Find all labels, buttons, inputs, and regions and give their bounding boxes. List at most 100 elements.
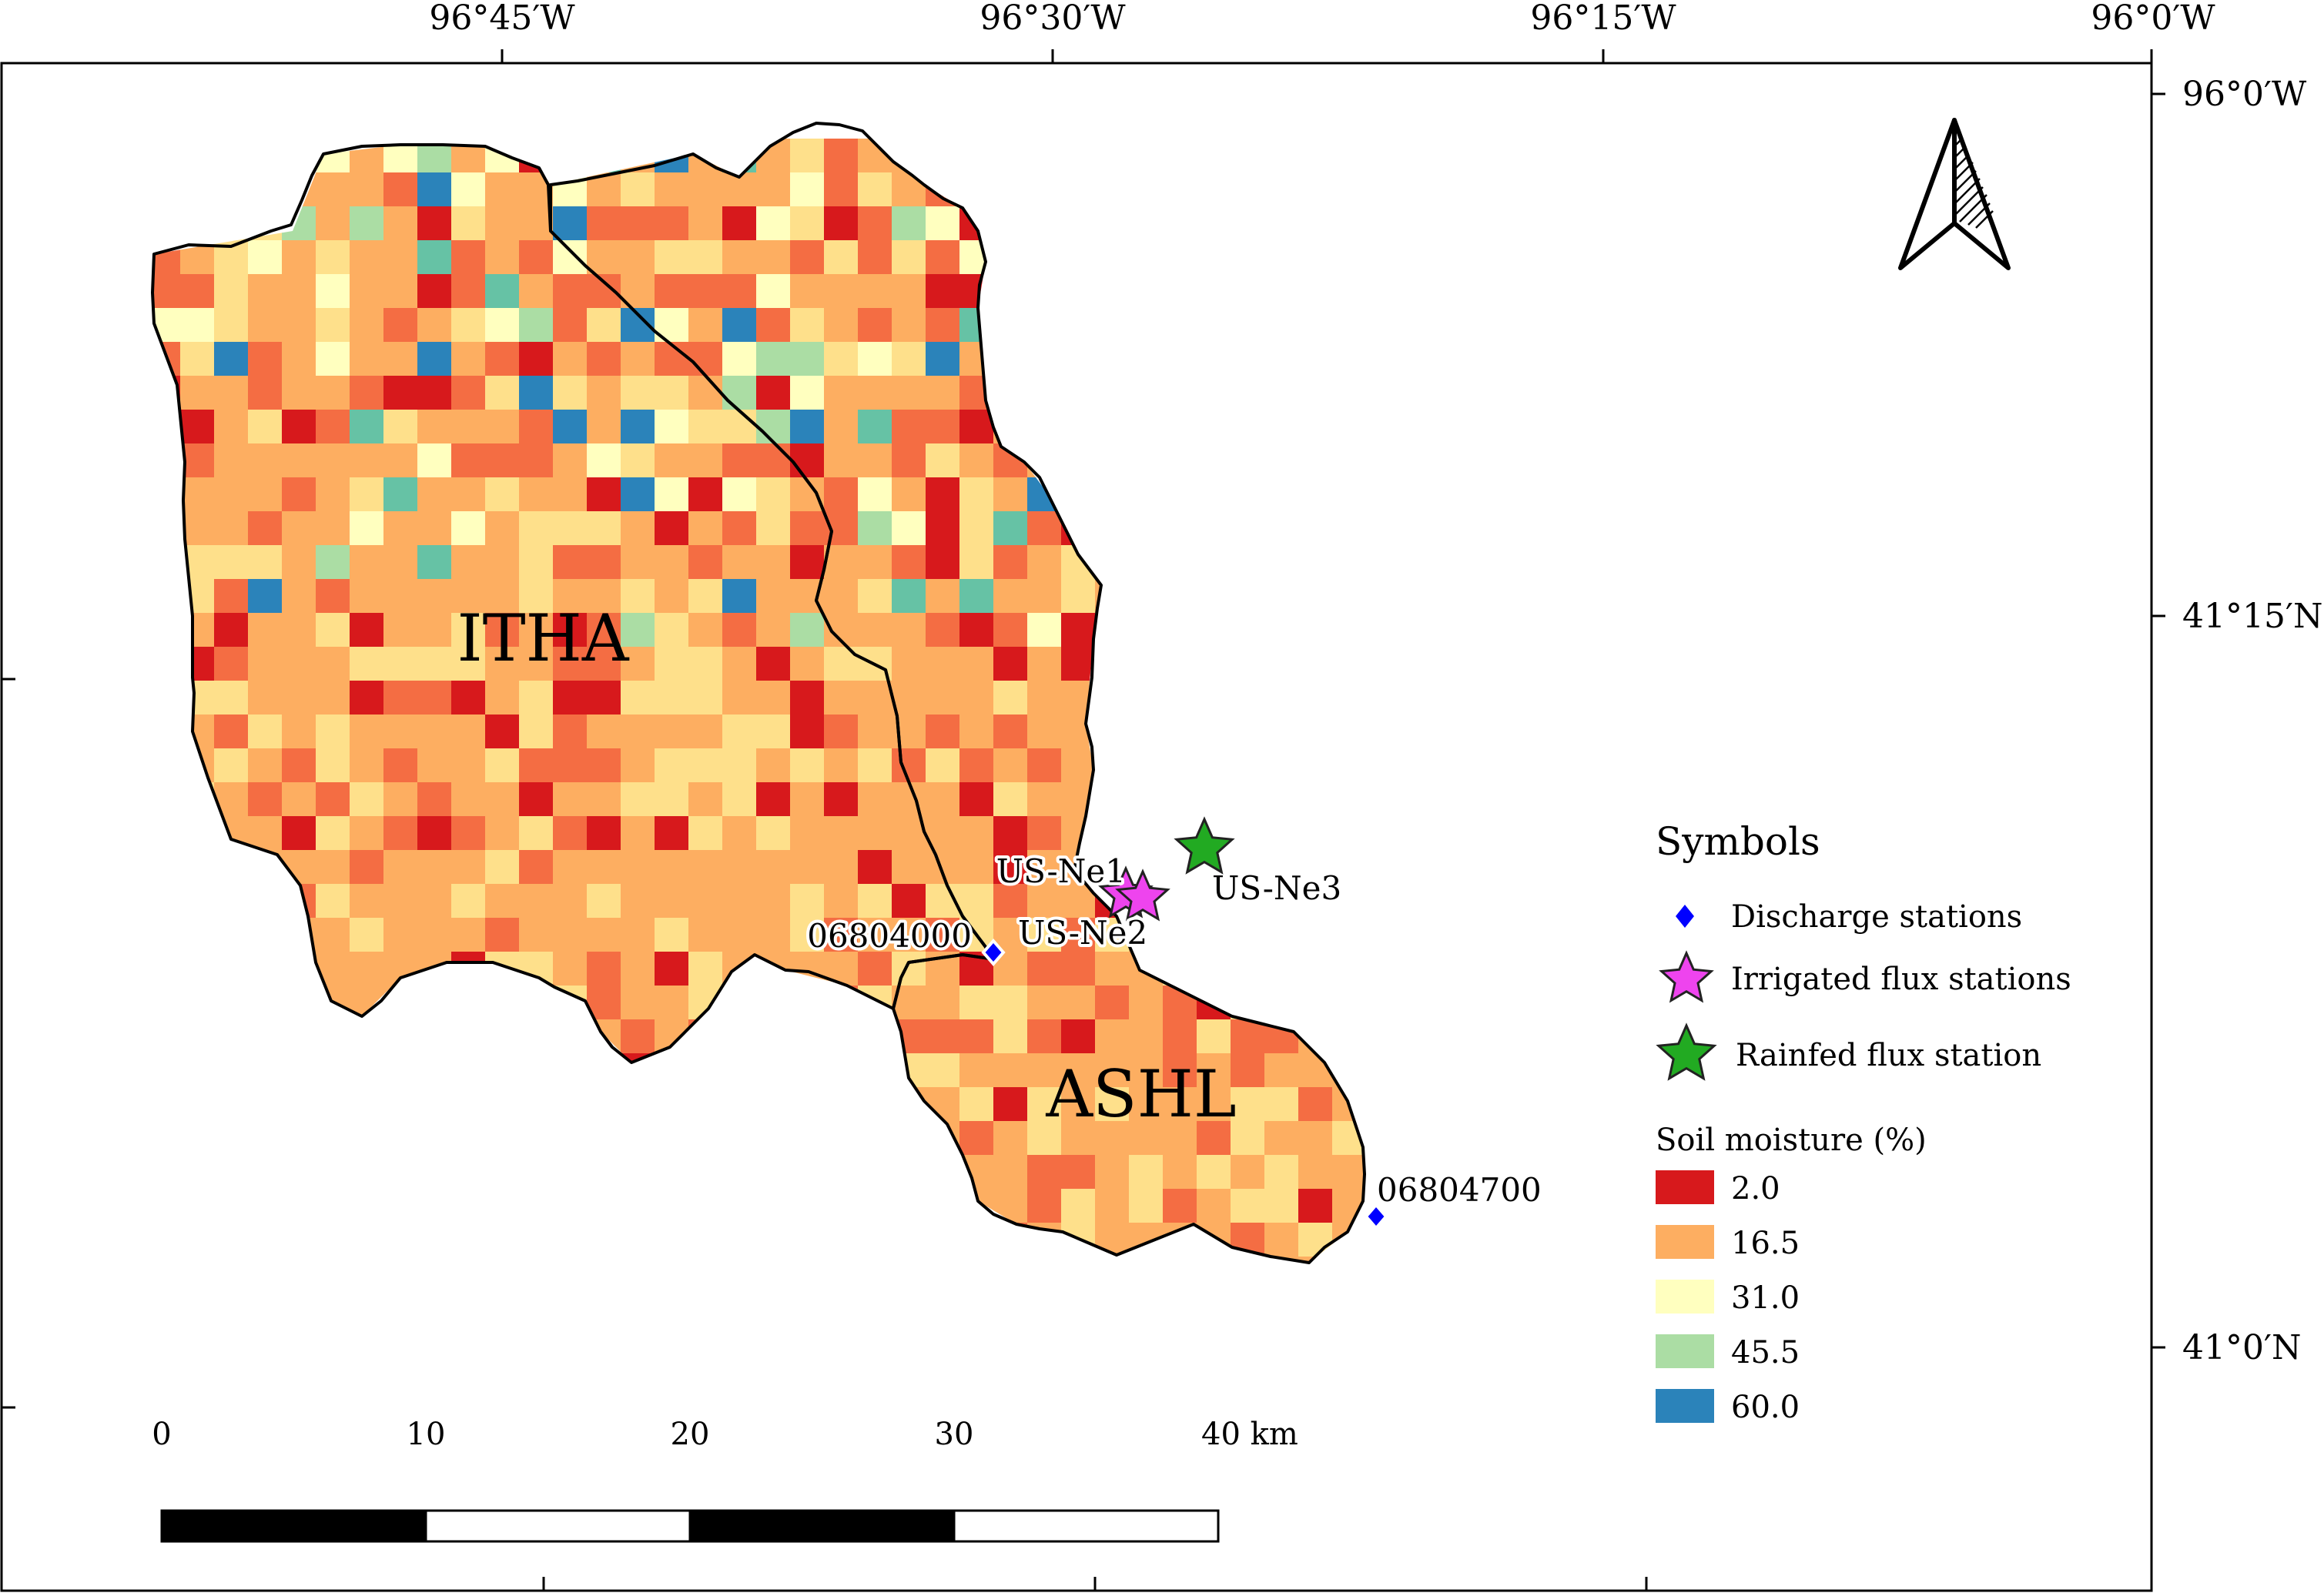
- scale-bar: 0 10 20 30 40 km: [152, 1417, 1298, 1543]
- scale-bar-segment: [424, 1509, 692, 1543]
- grid-cell: [316, 647, 350, 681]
- grid-cell: [417, 511, 452, 546]
- grid-cell: [722, 308, 757, 343]
- grid-cell: [621, 816, 655, 851]
- grid-cell: [959, 1019, 994, 1054]
- grid-cell: [722, 884, 757, 919]
- discharge-station-marker[interactable]: [1364, 1202, 1388, 1231]
- grid-cell: [926, 376, 960, 410]
- grid-cell: [959, 613, 994, 648]
- grid-cell: [1163, 1155, 1197, 1190]
- grid-cell: [824, 139, 859, 173]
- grid-cell: [1027, 884, 1062, 919]
- grid-cell: [1027, 816, 1062, 851]
- grid-cell: [1264, 1087, 1299, 1122]
- discharge-station-marker[interactable]: [981, 938, 1006, 967]
- grid-cell: [383, 681, 418, 715]
- grid-cell: [451, 477, 486, 512]
- grid-cell: [892, 681, 926, 715]
- grid-cell: [316, 782, 350, 817]
- grid-cell: [722, 816, 757, 851]
- legend-class-label: 45.5: [1731, 1335, 1800, 1370]
- grid-cell: [1163, 1019, 1197, 1054]
- frame-ticks: [2, 49, 2165, 1591]
- grid-cell: [926, 443, 960, 478]
- grid-cell: [959, 647, 994, 681]
- grid-cell: [383, 240, 418, 275]
- scale-bar-label: 40 km: [1201, 1417, 1298, 1452]
- grid-cell: [926, 240, 960, 275]
- grid-cell: [451, 443, 486, 478]
- grid-cell: [485, 816, 520, 851]
- grid-cell: [383, 477, 418, 512]
- grid-cell: [824, 206, 859, 241]
- grid-cell: [214, 376, 249, 410]
- grid-cell: [790, 274, 825, 309]
- grid-cell: [383, 308, 418, 343]
- grid-cell: [688, 918, 723, 952]
- grid-cell: [587, 443, 621, 478]
- grid-cell: [1129, 1189, 1164, 1223]
- grid-cell: [926, 308, 960, 343]
- grid-cell: [621, 1019, 655, 1054]
- grid-cell: [892, 850, 926, 885]
- grid-cell: [519, 376, 554, 410]
- grid-cell: [790, 139, 825, 173]
- grid-cell: [417, 579, 452, 614]
- grid-cell: [417, 918, 452, 952]
- grid-cell: [655, 545, 689, 580]
- grid-cell: [993, 613, 1028, 648]
- grid-cell: [790, 647, 825, 681]
- grid-cell: [1027, 1019, 1062, 1054]
- grid-cell: [519, 274, 554, 309]
- grid-cell: [790, 342, 825, 376]
- grid-cell: [688, 545, 723, 580]
- grid-cell: [282, 613, 316, 648]
- grid-cell: [790, 748, 825, 783]
- grid-cell: [655, 443, 689, 478]
- grid-cell: [1095, 986, 1130, 1020]
- grid-cell: [655, 986, 689, 1020]
- grid-cell: [858, 443, 892, 478]
- grid-cell: [350, 342, 384, 376]
- grid-cell: [485, 681, 520, 715]
- grid-cell: [417, 274, 452, 309]
- grid-cell: [926, 986, 960, 1020]
- grid-cell: [383, 579, 418, 614]
- grid-cell: [248, 681, 283, 715]
- grid-cell: [790, 410, 825, 444]
- grid-cell: [587, 376, 621, 410]
- grid-cell: [587, 342, 621, 376]
- irrigated-flux-station-marker[interactable]: [1115, 868, 1170, 922]
- grid-cell: [959, 443, 994, 478]
- grid-cell: [350, 884, 384, 919]
- grid-cell: [858, 816, 892, 851]
- grid-cell: [892, 308, 926, 343]
- grid-cell: [282, 816, 316, 851]
- irrigated-flux-station-label: US-Ne1: [996, 852, 1126, 890]
- grid-cell: [858, 884, 892, 919]
- grid-cell: [621, 681, 655, 715]
- grid-cell: [180, 477, 215, 512]
- grid-cell: [417, 410, 452, 444]
- grid-cell: [926, 274, 960, 309]
- grid-cell: [959, 511, 994, 546]
- grid-cell: [553, 782, 588, 817]
- grid-cell: [383, 748, 418, 783]
- grid-cell: [1129, 1053, 1164, 1088]
- grid-cell: [892, 240, 926, 275]
- grid-cell: [553, 816, 588, 851]
- rainfed-flux-station-marker[interactable]: [1174, 816, 1235, 875]
- grid-cell: [417, 376, 452, 410]
- grid-cell: [756, 816, 791, 851]
- grid-cell: [553, 308, 588, 343]
- grid-cell: [993, 681, 1028, 715]
- grid-cell: [282, 681, 316, 715]
- grid-cell: [350, 952, 384, 986]
- grid-cell: [451, 850, 486, 885]
- grid-cell: [1095, 1121, 1130, 1156]
- grid-cell: [1027, 681, 1062, 715]
- grid-cell: [316, 511, 350, 546]
- grid-cell: [451, 613, 486, 648]
- grid-cell: [248, 816, 283, 851]
